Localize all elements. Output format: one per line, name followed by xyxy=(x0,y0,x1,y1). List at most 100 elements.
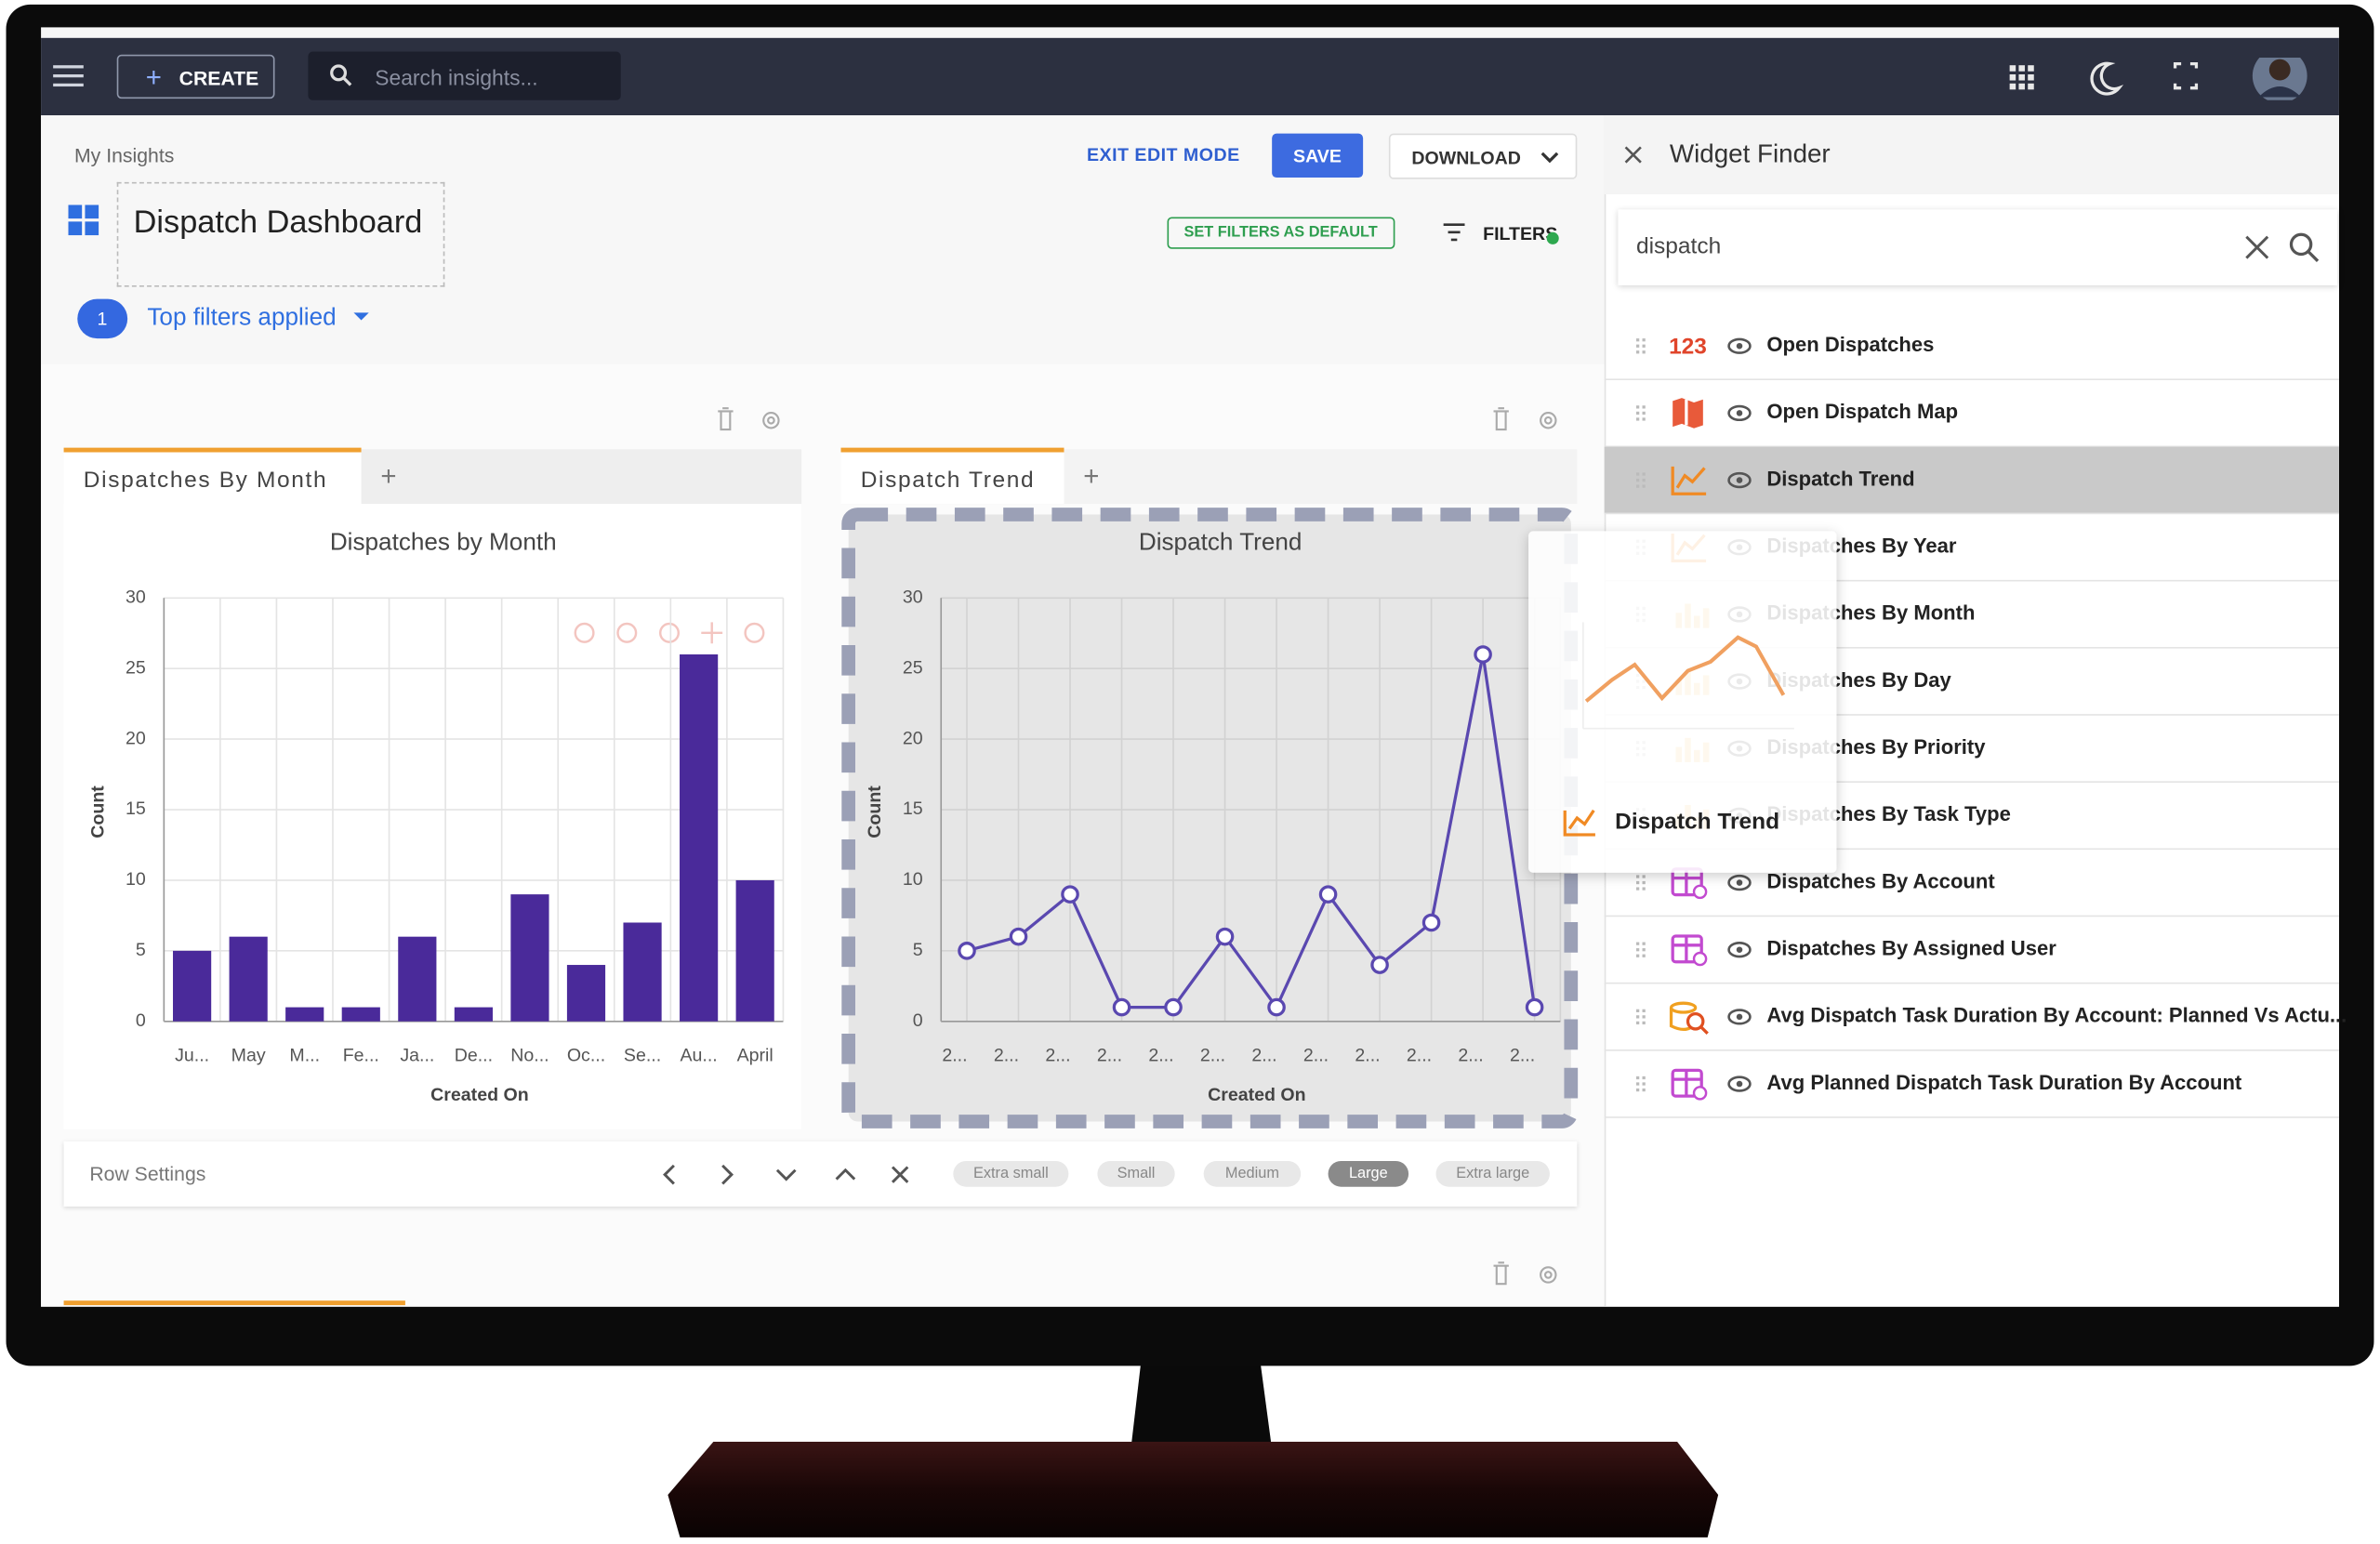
widget-label: Avg Dispatch Task Duration By Account: P… xyxy=(1766,1004,2347,1027)
set-default-button[interactable]: SET FILTERS AS DEFAULT xyxy=(1167,217,1395,249)
widget-label: Open Dispatches xyxy=(1766,333,1934,356)
widget-search[interactable]: dispatch xyxy=(1618,209,2338,285)
y-tick-label: 5 xyxy=(913,940,923,960)
bar xyxy=(285,1007,324,1022)
x-tick-label: 2... xyxy=(942,1045,967,1065)
drag-handle xyxy=(1635,1021,1640,1025)
drag-handle xyxy=(1642,948,1646,952)
download-button[interactable]: DOWNLOAD xyxy=(1388,133,1578,179)
size-pill[interactable]: Medium xyxy=(1203,1160,1302,1187)
widget-row[interactable]: Dispatches By Account xyxy=(1604,867,2339,917)
drag-handle xyxy=(1635,1076,1640,1080)
top-filters-toggle[interactable]: Top filters applied xyxy=(147,305,337,331)
tab[interactable]: Dispatch Trend xyxy=(860,467,1036,494)
y-tick-label: 10 xyxy=(903,869,923,890)
y-tick-label: 5 xyxy=(136,940,146,960)
size-pill[interactable]: Large xyxy=(1328,1160,1409,1187)
widget-row[interactable]: Avg Dispatch Task Duration By Account: P… xyxy=(1604,1001,2347,1051)
x-tick-label: 2... xyxy=(1303,1045,1329,1065)
y-tick-label: 25 xyxy=(126,657,146,678)
widget-row[interactable]: Dispatch Trend xyxy=(1604,446,2339,515)
point xyxy=(1215,927,1235,946)
widget-search-query: dispatch xyxy=(1635,233,1722,260)
bar xyxy=(341,1007,380,1022)
eye-icon xyxy=(1727,471,1752,489)
drag-preview-label: Dispatch Trend xyxy=(1615,809,1780,835)
x-axis-label: Created On xyxy=(430,1085,529,1105)
create-button[interactable]: + CREATE xyxy=(116,54,275,99)
bar xyxy=(510,894,549,1022)
search-placeholder: Search insights... xyxy=(375,65,538,90)
save-button[interactable]: SAVE xyxy=(1272,133,1364,178)
y-tick-label: 10 xyxy=(126,869,146,890)
row-arrows[interactable] xyxy=(653,1159,911,1190)
y-axis-label: Count xyxy=(87,785,108,838)
eye-pupil xyxy=(1736,946,1743,953)
point xyxy=(1421,913,1441,932)
x-tick-label: 2... xyxy=(1200,1045,1225,1065)
widget-row[interactable]: Open Dispatch Map xyxy=(1604,398,2339,448)
search-box[interactable]: Search insights... xyxy=(308,51,621,100)
x-tick-label: M... xyxy=(289,1045,320,1065)
title-box[interactable]: Dispatch Dashboard xyxy=(116,181,445,287)
drag-handle xyxy=(1642,954,1646,957)
x-tick-label: 2... xyxy=(1407,1045,1432,1065)
drag-handle xyxy=(1642,942,1646,945)
widget-label: Dispatches By Assigned User xyxy=(1766,937,2056,960)
widget-row[interactable]: Avg Planned Dispatch Task Duration By Ac… xyxy=(1604,1068,2339,1118)
y-tick-label: 30 xyxy=(126,587,146,607)
widget-label: Dispatch Trend xyxy=(1766,467,1914,490)
drag-handle xyxy=(1642,1015,1646,1019)
drag-handle xyxy=(1635,1082,1640,1086)
breadcrumb[interactable]: My Insights xyxy=(73,144,175,167)
menu-button[interactable] xyxy=(50,60,86,91)
widget-label: Avg Planned Dispatch Task Duration By Ac… xyxy=(1766,1071,2242,1094)
x-tick-label: 2... xyxy=(1251,1045,1276,1065)
y-tick-label: 15 xyxy=(126,798,146,819)
y-tick-label: 20 xyxy=(126,728,146,748)
save-label: SAVE xyxy=(1293,145,1342,167)
db-icon xyxy=(1700,1026,1709,1035)
widget-label: Open Dispatch Map xyxy=(1766,400,1958,423)
drag-handle xyxy=(1642,1021,1646,1025)
drag-handle xyxy=(1642,472,1646,476)
point xyxy=(1370,956,1389,974)
size-pill[interactable]: Extra small xyxy=(953,1160,1069,1187)
size-label: Extra small xyxy=(972,1165,1049,1182)
caret xyxy=(353,312,369,321)
exit-edit-button[interactable]: EXIT EDIT MODE xyxy=(1086,144,1240,165)
point xyxy=(1061,885,1079,904)
drag-handle xyxy=(1635,948,1640,952)
size-label: Medium xyxy=(1224,1165,1279,1182)
widget-label: Dispatches By Account xyxy=(1766,869,1995,892)
row-highlight xyxy=(1604,446,2339,514)
drag-handle xyxy=(1642,338,1646,342)
size-pill[interactable]: Extra large xyxy=(1435,1160,1550,1187)
bar xyxy=(680,653,719,1022)
eye-icon xyxy=(1727,404,1752,422)
drag-handle xyxy=(1635,1009,1640,1012)
drag-handle xyxy=(1635,942,1640,945)
filters-button[interactable]: FILTERS xyxy=(1483,222,1558,244)
tab[interactable]: Dispatches By Month xyxy=(83,467,328,494)
top-icons[interactable] xyxy=(2003,58,2337,100)
bar xyxy=(229,936,268,1022)
set-default-label: SET FILTERS AS DEFAULT xyxy=(1183,224,1378,242)
drag-preview: Dispatch Trend xyxy=(1528,531,1837,873)
eye-icon xyxy=(1727,942,1752,958)
widget-row[interactable]: 123 Open Dispatches xyxy=(1604,333,2339,380)
table-icon xyxy=(1692,1086,1708,1101)
point xyxy=(1009,927,1028,946)
bar xyxy=(623,922,662,1022)
drag-handle xyxy=(1642,478,1646,482)
y-tick-label: 20 xyxy=(903,728,923,748)
widget-row[interactable]: Dispatches By Assigned User xyxy=(1604,934,2339,984)
size-pill[interactable]: Small xyxy=(1097,1160,1175,1187)
line xyxy=(966,653,1537,1010)
close-button[interactable] xyxy=(1621,142,1646,166)
filter-icon[interactable] xyxy=(1442,221,1466,243)
x-tick-label: 2... xyxy=(1355,1045,1380,1065)
eye-icon xyxy=(1727,1009,1752,1025)
